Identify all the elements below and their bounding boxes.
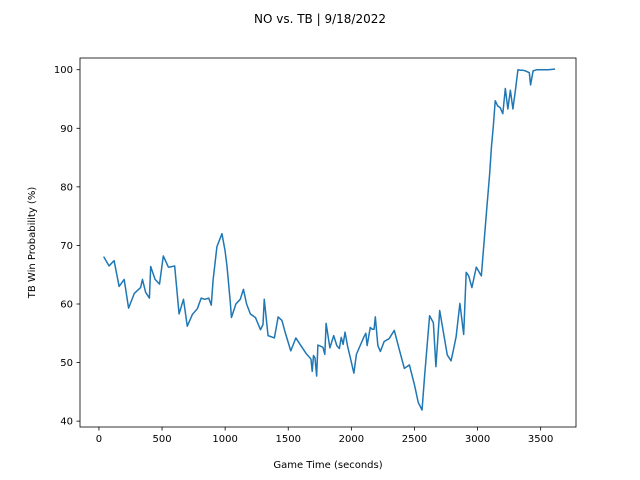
plot-frame bbox=[79, 57, 577, 428]
y-tick-label: 50 bbox=[60, 358, 73, 369]
x-axis-label: Game Time (seconds) bbox=[273, 460, 382, 471]
x-tick-label: 1000 bbox=[212, 434, 237, 445]
x-tick-label: 1500 bbox=[276, 434, 301, 445]
y-axis-ticks: 40 50 60 70 80 90 100 bbox=[54, 65, 80, 428]
x-tick-label: 3000 bbox=[465, 434, 490, 445]
chart-title: NO vs. TB | 9/18/2022 bbox=[254, 12, 386, 26]
x-tick-label: 2500 bbox=[402, 434, 427, 445]
plot-area: 0 500 1000 1500 2000 2500 3000 3500 40 50 60 70 80 9… bbox=[54, 57, 577, 445]
y-tick-label: 80 bbox=[60, 182, 73, 193]
y-tick-label: 60 bbox=[60, 300, 73, 311]
x-tick-label: 3500 bbox=[528, 434, 553, 445]
x-axis-ticks: 0 500 1000 1500 2000 2500 3000 3500 bbox=[96, 427, 553, 445]
x-tick-label: 0 bbox=[96, 434, 102, 445]
x-tick-label: 2000 bbox=[339, 434, 364, 445]
y-tick-label: 100 bbox=[54, 65, 73, 76]
y-axis-label: TB Win Probability (%) bbox=[27, 187, 38, 300]
x-tick-label: 500 bbox=[152, 434, 171, 445]
y-tick-label: 70 bbox=[60, 241, 73, 252]
series-line bbox=[103, 68, 556, 411]
y-tick-label: 40 bbox=[60, 417, 73, 428]
y-tick-label: 90 bbox=[60, 124, 73, 135]
